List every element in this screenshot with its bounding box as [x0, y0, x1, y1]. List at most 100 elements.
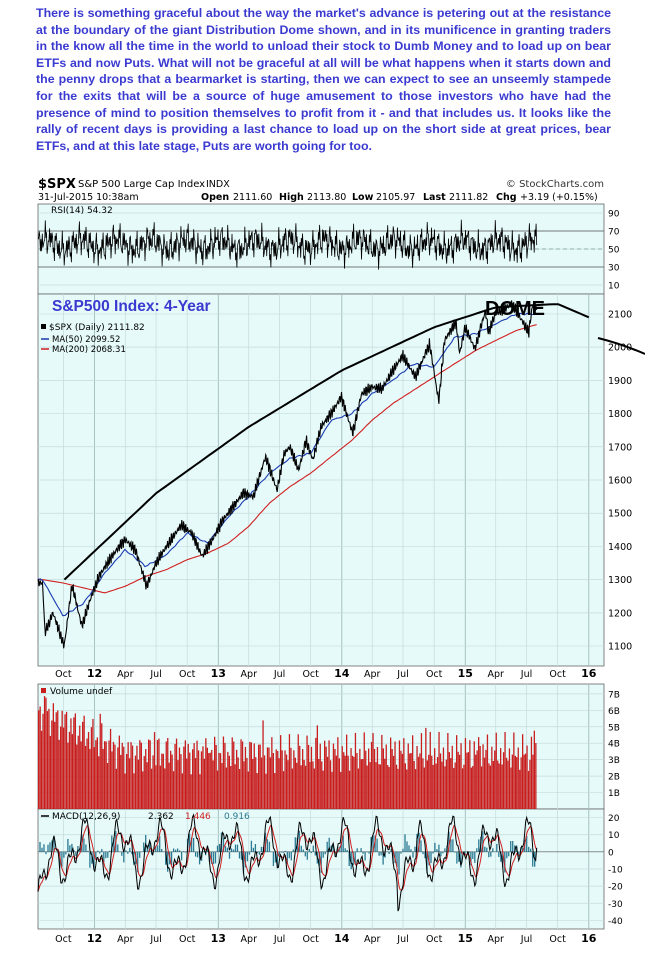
volume-bar [224, 742, 226, 809]
volume-bar [128, 758, 131, 809]
volume-bar [373, 749, 376, 809]
volume-bar [70, 718, 72, 809]
volume-bar [504, 732, 506, 809]
volume-bar [240, 739, 242, 809]
volume-bar [225, 767, 227, 809]
volume-bar [209, 752, 211, 809]
volume-bar [112, 741, 115, 809]
volume-bar [476, 750, 478, 809]
volume-bar [187, 744, 189, 809]
volume-bar [297, 734, 299, 809]
volume-bar [451, 745, 453, 809]
volume-bar [170, 750, 172, 809]
volume-bar [517, 747, 519, 809]
symbol: $SPX [38, 177, 76, 192]
volume-bar [51, 720, 53, 809]
volume-bar [387, 765, 389, 809]
volume-bar [84, 745, 87, 809]
volume-bar [39, 706, 41, 809]
dome-curve-extension [597, 337, 645, 355]
volume-bar [395, 764, 398, 809]
volume-bar [237, 757, 239, 809]
volume-bar [281, 750, 283, 809]
volume-bar [494, 750, 496, 809]
volume-bar [366, 765, 368, 809]
macd-legend-hist: 0.916 [224, 812, 250, 822]
volume-bar [68, 731, 71, 809]
volume-bar [425, 727, 427, 809]
volume-bar [350, 748, 352, 809]
chg-label: Chg [496, 192, 517, 203]
volume-bar [290, 747, 292, 809]
x-tick-label: Oct [426, 669, 443, 680]
volume-bar [40, 730, 43, 809]
volume-bar [416, 746, 418, 809]
dome-annotation: DOME [485, 298, 545, 320]
volume-bar [55, 712, 57, 809]
volume-bar [436, 757, 439, 809]
rsi-layer [37, 219, 604, 270]
volume-bar [263, 755, 266, 809]
volume-bar [190, 774, 192, 809]
volume-bar [62, 727, 65, 809]
volume-bar [410, 753, 412, 809]
volume-bar [120, 754, 122, 809]
volume-bar [82, 721, 84, 809]
low-value: 2105.97 [376, 192, 415, 203]
ma50-line [37, 312, 537, 617]
price-legend: $SPX (Daily) 2111.82 [49, 323, 145, 333]
volume-bar [278, 758, 280, 809]
y-tick-label: -30 [608, 900, 623, 910]
volume-bar [155, 765, 157, 809]
exchange: INDX [206, 179, 230, 190]
volume-bar [143, 756, 145, 809]
volume-bar [397, 768, 399, 809]
y-tick-label: 1700 [608, 442, 632, 453]
volume-bar [324, 740, 326, 809]
volume-bar [208, 753, 210, 809]
y-tick-label: 0 [608, 848, 614, 858]
x-tick-label: Apr [117, 669, 134, 680]
volume-legend: Volume undef [50, 687, 113, 697]
volume-bar [186, 758, 188, 809]
volume-bar [102, 748, 104, 809]
x-tick-label: Oct [426, 934, 443, 945]
volume-bar [164, 768, 166, 809]
volume-bar [485, 749, 487, 809]
volume-bar [394, 741, 396, 809]
volume-bar [255, 757, 257, 809]
volume-bar [250, 742, 252, 809]
macd-legend-signal: 1.446 [185, 812, 211, 822]
volume-bar [99, 713, 101, 809]
volume-bar [200, 751, 203, 809]
volume-bar [108, 740, 110, 809]
x-tick-label: Oct [179, 934, 196, 945]
volume-bar [167, 738, 169, 809]
volume-bar [259, 744, 261, 809]
x-tick-label: Oct [549, 934, 566, 945]
volume-bar [390, 737, 392, 809]
volume-bar [354, 732, 357, 809]
y-tick-label: 2B [608, 773, 620, 783]
volume-bar [43, 696, 46, 809]
ma200-line [38, 324, 537, 594]
volume-bar [412, 735, 414, 809]
y-tick-label: 1600 [608, 476, 632, 487]
x-tick-label: Jul [520, 934, 532, 945]
volume-legend-swatch [41, 688, 46, 693]
y-tick-label: 6B [608, 707, 620, 717]
volume-bar [60, 726, 62, 809]
volume-bar [153, 732, 156, 809]
volume-bar [287, 760, 289, 809]
x-tick-label: Jul [520, 669, 532, 680]
volume-bar [192, 749, 194, 809]
volume-bar [80, 741, 82, 809]
y-tick-label: -10 [608, 866, 623, 876]
y-tick-label: 50 [608, 246, 620, 256]
volume-bar [356, 753, 358, 809]
volume-bar [428, 754, 430, 809]
volume-bar [285, 754, 288, 809]
volume-bar [441, 761, 443, 809]
x-tick-label: Apr [488, 934, 505, 945]
volume-bar [227, 751, 229, 809]
